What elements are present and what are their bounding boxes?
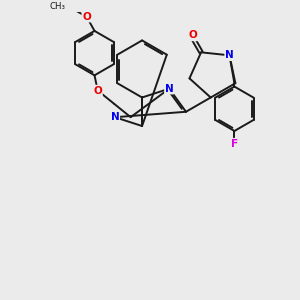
Text: N: N xyxy=(111,112,119,122)
Text: F: F xyxy=(231,139,238,149)
Text: O: O xyxy=(82,12,91,22)
Text: CH₃: CH₃ xyxy=(50,2,66,11)
Text: O: O xyxy=(189,30,197,40)
Text: N: N xyxy=(225,50,234,60)
Text: O: O xyxy=(93,85,102,95)
Text: N: N xyxy=(165,84,174,94)
